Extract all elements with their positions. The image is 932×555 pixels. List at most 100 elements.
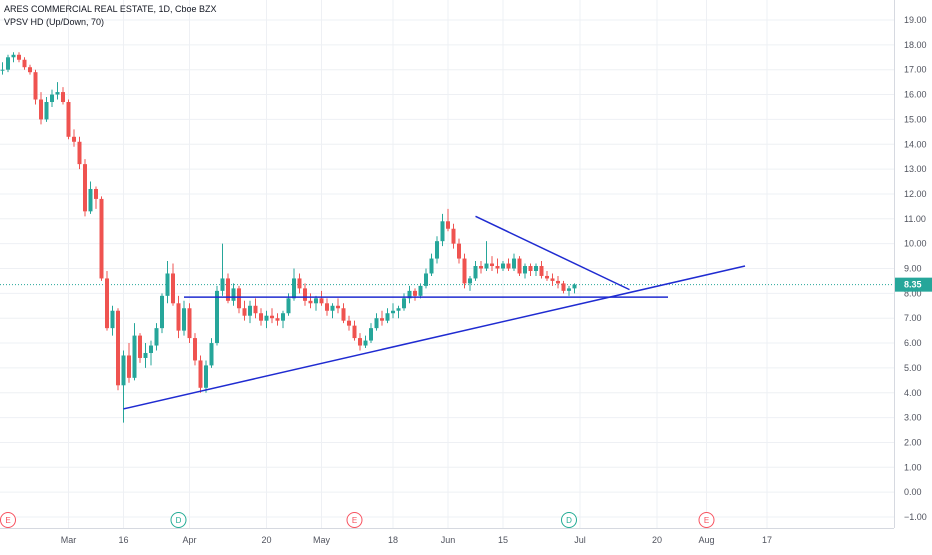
event-circle (561, 512, 577, 528)
x-tick-label: 15 (498, 535, 508, 545)
candle-body (61, 92, 65, 103)
candle (253, 298, 258, 319)
candle (358, 333, 362, 351)
x-tick-label: May (313, 535, 331, 545)
price-axis-bg (894, 0, 932, 550)
candle-body (286, 298, 291, 314)
candle (44, 97, 49, 122)
time-axis[interactable]: Mar 16 Apr 20 May 18 Jun 15 Jul 20 Aug 17 (0, 528, 894, 546)
candle-body (17, 54, 21, 60)
candle (154, 323, 159, 351)
candle (495, 258, 500, 274)
x-tick-label: 20 (261, 535, 271, 545)
candle-body (385, 313, 390, 321)
candle (369, 323, 373, 344)
candle (550, 273, 555, 286)
y-tick-label: 19.00 (904, 15, 927, 25)
event-label: E (352, 516, 357, 525)
candle (127, 343, 131, 383)
candle-body (237, 288, 241, 309)
candle-body (220, 278, 225, 291)
price-axis[interactable]: −1.00 0.00 1.00 2.00 3.00 4.00 5.00 6.00 7.00 8.0… (894, 0, 932, 550)
candle-body (275, 318, 280, 321)
candle-body (297, 278, 302, 289)
x-tick-label: 17 (762, 535, 772, 545)
candle-body (424, 273, 428, 286)
candle-body (242, 308, 247, 316)
earnings-marker[interactable]: E (698, 512, 715, 528)
candle (242, 300, 247, 321)
candle (567, 285, 571, 296)
candle (270, 308, 274, 324)
candle (490, 256, 494, 271)
candle (396, 305, 401, 319)
event-circle (0, 512, 16, 528)
candle (176, 295, 181, 339)
x-tick-label: Aug (698, 535, 714, 545)
candle-body (457, 243, 461, 259)
candle (39, 92, 43, 125)
candle-body (28, 67, 32, 73)
earnings-marker[interactable]: E (346, 512, 363, 528)
x-tick-label: 16 (118, 535, 128, 545)
trendline-support[interactable] (123, 265, 746, 410)
candle (446, 208, 450, 232)
candle (132, 323, 137, 381)
dividend-marker[interactable]: D (170, 512, 187, 528)
candle-body (407, 290, 412, 299)
candle (517, 256, 522, 276)
candle-body (402, 298, 406, 309)
candle (6, 54, 10, 73)
candle (204, 360, 208, 393)
candle-body (149, 345, 153, 353)
candle-body (330, 305, 335, 311)
candle (99, 196, 104, 281)
candle-body (308, 300, 313, 304)
candle (523, 263, 527, 279)
candle-body (363, 340, 368, 346)
trendlines[interactable] (123, 215, 746, 410)
candle-body (358, 338, 362, 346)
candle (325, 298, 329, 316)
candle-body (341, 308, 346, 321)
x-tick-label: 20 (652, 535, 662, 545)
candle-body (550, 278, 555, 281)
candle (143, 343, 148, 368)
candle (138, 333, 142, 363)
y-tick-label: 15.00 (904, 114, 927, 124)
candle-body (567, 288, 571, 291)
candle-body (517, 258, 522, 274)
candle-body (446, 221, 450, 229)
candle-body (55, 92, 60, 95)
candle-body (160, 295, 164, 329)
candle-body (336, 305, 340, 309)
candle (226, 273, 230, 304)
trendline-resistance[interactable] (475, 215, 630, 291)
candle-body (468, 278, 472, 284)
candle-body (352, 325, 357, 339)
y-tick-label: 18.00 (904, 40, 927, 50)
candle (352, 320, 357, 341)
indicator-label[interactable]: VPSV HD (Up/Down, 70) (4, 17, 105, 27)
candle-body (451, 228, 456, 244)
candle (275, 313, 280, 326)
candle (105, 270, 109, 331)
candle (17, 52, 21, 63)
x-tick-label: Apr (182, 535, 196, 545)
candle (264, 310, 269, 329)
candle (479, 261, 483, 274)
candle (303, 283, 307, 306)
candle-body (484, 263, 489, 269)
candle-body (182, 308, 186, 331)
candle (506, 258, 511, 271)
candle-body (435, 241, 439, 259)
candle (248, 300, 252, 324)
candle-body (248, 305, 252, 316)
candle-body (0, 69, 5, 71)
dividend-marker[interactable]: D (561, 512, 577, 528)
earnings-marker[interactable]: E (0, 512, 16, 528)
candle (429, 253, 434, 276)
